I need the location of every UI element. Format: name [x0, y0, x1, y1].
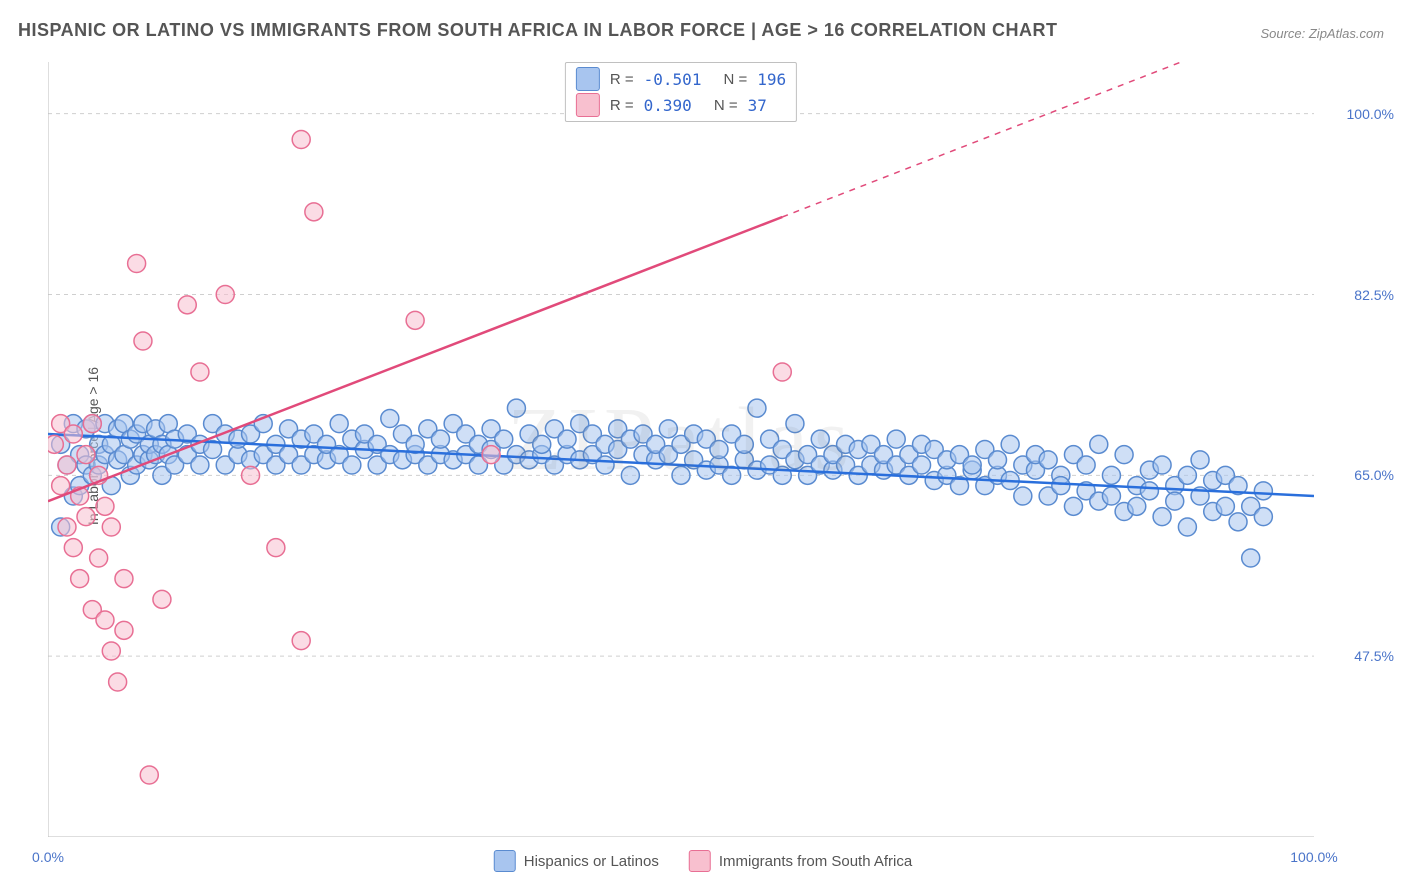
- correlation-stats-box: R = -0.501 N = 196 R = 0.390 N = 37: [565, 62, 797, 122]
- stat-swatch: [576, 67, 600, 91]
- stat-r-value: 0.390: [644, 96, 692, 115]
- x-tick-label: 0.0%: [32, 849, 64, 865]
- stat-row: R = -0.501 N = 196: [576, 67, 786, 91]
- stat-n-value: 196: [757, 70, 786, 89]
- stat-r-label: R =: [610, 71, 634, 88]
- legend-label: Hispanics or Latinos: [524, 853, 659, 870]
- legend-item: Immigrants from South Africa: [689, 850, 912, 872]
- stat-swatch: [576, 93, 600, 117]
- stat-n-label: N =: [723, 71, 747, 88]
- stat-row: R = 0.390 N = 37: [576, 93, 786, 117]
- legend-label: Immigrants from South Africa: [719, 853, 912, 870]
- scatter-chart-svg: [48, 62, 1314, 837]
- y-tick-label: 65.0%: [1354, 467, 1394, 483]
- source-attribution: Source: ZipAtlas.com: [1260, 26, 1384, 41]
- stat-r-value: -0.501: [644, 70, 702, 89]
- y-tick-label: 100.0%: [1347, 106, 1394, 122]
- chart-area: ZIPatlas R =-0.501N =196R = 0.390N = 37 …: [48, 62, 1314, 837]
- chart-title: HISPANIC OR LATINO VS IMMIGRANTS FROM SO…: [18, 20, 1058, 41]
- legend-swatch: [494, 850, 516, 872]
- y-tick-label: 82.5%: [1354, 287, 1394, 303]
- y-tick-label: 47.5%: [1354, 648, 1394, 664]
- stat-n-value: 37: [748, 96, 767, 115]
- legend-swatch: [689, 850, 711, 872]
- bottom-legend: Hispanics or Latinos Immigrants from Sout…: [494, 850, 912, 872]
- x-tick-label: 100.0%: [1290, 849, 1337, 865]
- legend-item: Hispanics or Latinos: [494, 850, 659, 872]
- stat-n-label: N =: [714, 97, 738, 114]
- stat-r-label: R =: [610, 97, 634, 114]
